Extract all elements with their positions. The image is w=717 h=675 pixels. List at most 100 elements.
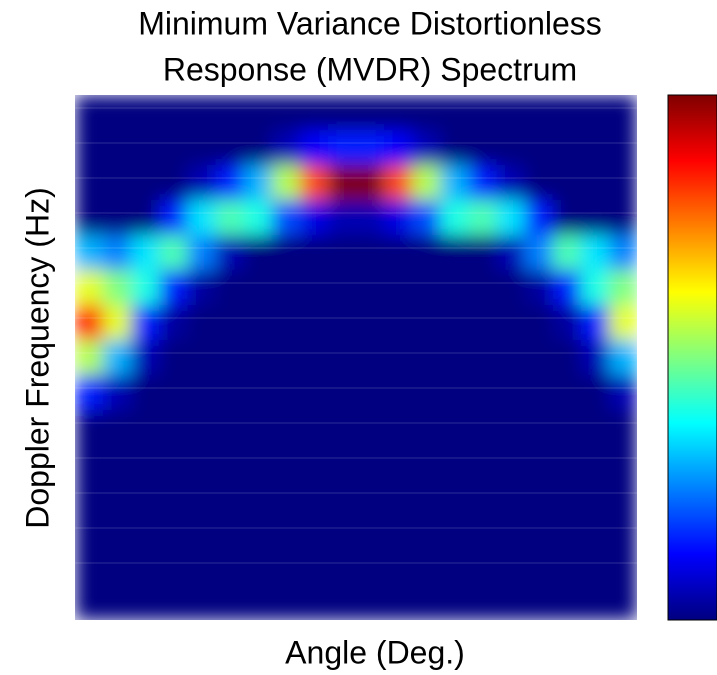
heat-cell [159,305,188,341]
heat-cell [75,95,104,131]
heat-cell [299,340,329,376]
heat-cell [215,305,245,341]
heat-cell [299,515,329,551]
heat-cell [103,410,132,446]
heat-cell [75,375,104,411]
heat-cell [159,410,188,446]
heat-cell [412,200,441,236]
heat-cell [187,410,216,446]
heat-cell [327,585,357,620]
heat-cell [384,95,413,131]
heat-cell [412,305,441,341]
heat-cell [103,200,132,236]
heat-cell [580,410,610,446]
heat-cell [159,375,188,411]
heat-cell [384,445,413,481]
heat-cell [75,165,104,201]
heat-cell [524,200,554,236]
heat-cell [159,480,188,516]
heat-cell [384,270,413,306]
heat-cell [440,200,469,236]
heat-cell [159,550,188,586]
heat-cell [187,480,216,516]
heat-cell [412,95,441,131]
heat-cell [215,200,245,236]
heat-cell [468,340,497,376]
heat-cell [552,550,582,586]
heat-cell [524,585,554,620]
heat-cell [412,410,441,446]
heat-cell [412,515,441,551]
heat-cell [356,410,385,446]
heat-cell [327,515,357,551]
plot-area [75,95,637,620]
heat-cell [131,445,160,481]
heat-cell [412,235,441,271]
heat-cell [440,165,469,201]
heat-cell [215,375,245,411]
heat-cell [215,165,245,201]
heat-cell [468,235,497,271]
heat-cell [215,95,245,131]
heat-cell [243,235,273,271]
heat-cell [384,235,413,271]
heat-cell [243,550,273,586]
heat-cell [215,445,245,481]
heat-cell [552,585,582,620]
heat-cell [103,95,132,131]
y-axis-label: Doppler Frequency (Hz) [19,187,55,528]
heat-cell [187,585,216,620]
heat-cell [271,585,301,620]
heat-cell [440,480,469,516]
heat-cell [580,340,610,376]
heat-cell [271,270,301,306]
heat-cell [215,585,245,620]
heat-cell [187,515,216,551]
heat-cell [103,375,132,411]
heat-cell [271,375,301,411]
heat-cell [327,130,357,166]
heat-cell [299,235,329,271]
heat-cell [75,445,104,481]
heat-cell [412,340,441,376]
heat-cell [215,235,245,271]
heat-cell [187,165,216,201]
heat-cell [75,515,104,551]
heat-cell [327,375,357,411]
heat-cell [299,305,329,341]
heat-cell [187,550,216,586]
heat-cell [552,235,582,271]
heat-cell [356,550,385,586]
heat-cell [131,130,160,166]
heat-cell [159,200,188,236]
heat-cell [131,270,160,306]
heat-cell [580,480,610,516]
heat-cell [75,480,104,516]
heat-cell [580,165,610,201]
heat-cell [327,445,357,481]
heat-cell [131,200,160,236]
heat-cell [440,445,469,481]
heat-cell [187,270,216,306]
heat-cell [327,235,357,271]
heat-cell [524,270,554,306]
heat-cell [243,410,273,446]
heat-cell [187,200,216,236]
heat-cell [327,480,357,516]
heat-cell [187,340,216,376]
heat-cell [243,200,273,236]
heat-cell [356,305,385,341]
heat-cell [327,550,357,586]
heat-cell [271,130,301,166]
heat-cell [215,550,245,586]
heat-cell [440,375,469,411]
heat-cell [608,200,637,236]
heat-cell [608,165,637,201]
heat-cell [524,95,554,131]
heat-cell [552,480,582,516]
heat-cell [608,270,637,306]
heat-cell [608,410,637,446]
heat-cell [103,445,132,481]
heat-cell [440,410,469,446]
heat-cell [356,375,385,411]
